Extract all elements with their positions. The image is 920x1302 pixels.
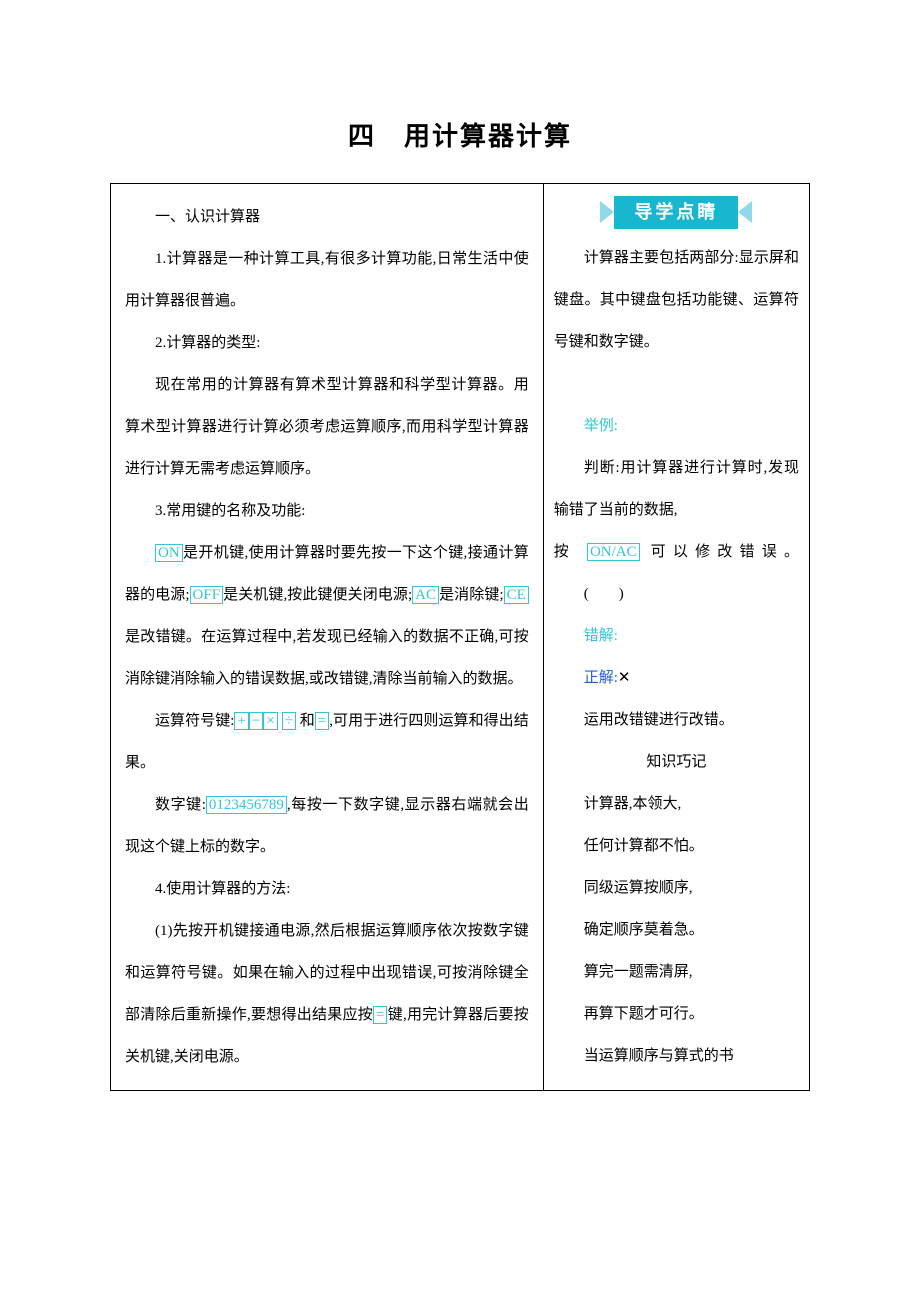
key-off: OFF [190,586,224,604]
key-ac: AC [412,586,439,604]
key-div: ÷ [282,712,296,730]
text: 可以修改错误。 [651,544,799,560]
paragraph: 运算符号键:+−× ÷ 和=,可用于进行四则运算和得出结果。 [125,700,529,784]
example-question-line2: 按 ON/AC 可以修改错误。 [554,531,799,573]
arrow-left-icon [600,201,614,223]
tip-line: 再算下题才可行。 [554,993,799,1035]
example-label: 举例: [554,405,799,447]
text: 是消除键; [439,587,504,603]
sidebar-banner: 导学点睛 [554,196,799,229]
tip-line: 任何计算都不怕。 [554,825,799,867]
banner-title: 导学点睛 [614,196,738,229]
section-heading: 一、认识计算器 [125,196,529,238]
tip-line: 当运算顺序与算式的书 [554,1035,799,1077]
text: 运算符号键: [155,713,234,729]
paren: ( ) [554,573,799,615]
text: 按 [554,544,576,560]
tip-line: 计算器,本领大, [554,783,799,825]
sidebar-column: 导学点睛 计算器主要包括两部分:显示屏和键盘。其中键盘包括功能键、运算符号键和数… [544,184,809,1090]
paragraph: 数字键:0123456789,每按一下数字键,显示器右端就会出现这个键上标的数字… [125,784,529,868]
key-eq: = [315,712,329,730]
key-on: ON [155,544,183,562]
key-digits: 0123456789 [206,796,287,814]
key-onac: ON/AC [587,543,640,561]
paragraph: (1)先按开机键接通电源,然后根据运算顺序依次按数字键和运算符号键。如果在输入的… [125,910,529,1078]
key-minus: − [249,712,263,730]
paragraph: 现在常用的计算器有算术型计算器和科学型计算器。用算术型计算器进行计算必须考虑运算… [125,364,529,490]
paragraph: 4.使用计算器的方法: [125,868,529,910]
page-title: 四 用计算器计算 [110,100,810,173]
tips-heading: 知识巧记 [554,741,799,783]
main-column: 一、认识计算器 1.计算器是一种计算工具,有很多计算功能,日常生活中使用计算器很… [111,184,544,1090]
correct-label: 正解: [584,670,618,686]
tip-line: 算完一题需清屏, [554,951,799,993]
key-plus: + [234,712,248,730]
tip-line: 同级运算按顺序, [554,867,799,909]
text: 数字键: [155,797,206,813]
text: 是改错键。在运算过程中,若发现已经输入的数据不正确,可按消除键消除输入的错误数据… [125,629,529,687]
key-eq: = [373,1006,387,1024]
key-mul: × [263,712,277,730]
sidebar-paragraph: 计算器主要包括两部分:显示屏和键盘。其中键盘包括功能键、运算符号键和数字键。 [554,237,799,363]
arrow-right-icon [738,201,752,223]
paragraph: 1.计算器是一种计算工具,有很多计算功能,日常生活中使用计算器很普遍。 [125,238,529,322]
paragraph: 3.常用键的名称及功能: [125,490,529,532]
key-ce: CE [504,586,529,604]
paragraph: ON是开机键,使用计算器时要先按一下这个键,接通计算器的电源;OFF是关机键,按… [125,532,529,700]
correct-answer: 正解:✕ [554,657,799,699]
note: 运用改错键进行改错。 [554,699,799,741]
paragraph: 2.计算器的类型: [125,322,529,364]
text: 和 [300,713,315,729]
document-page: 四 用计算器计算 一、认识计算器 1.计算器是一种计算工具,有很多计算功能,日常… [0,0,920,1131]
tip-line: 确定顺序莫着急。 [554,909,799,951]
correct-value: ✕ [618,670,631,686]
content-table: 一、认识计算器 1.计算器是一种计算工具,有很多计算功能,日常生活中使用计算器很… [110,183,810,1091]
example-question: 判断:用计算器进行计算时,发现输错了当前的数据, [554,447,799,531]
wrong-answer-label: 错解: [554,615,799,657]
text: 是关机键,按此键便关闭电源; [223,587,412,603]
